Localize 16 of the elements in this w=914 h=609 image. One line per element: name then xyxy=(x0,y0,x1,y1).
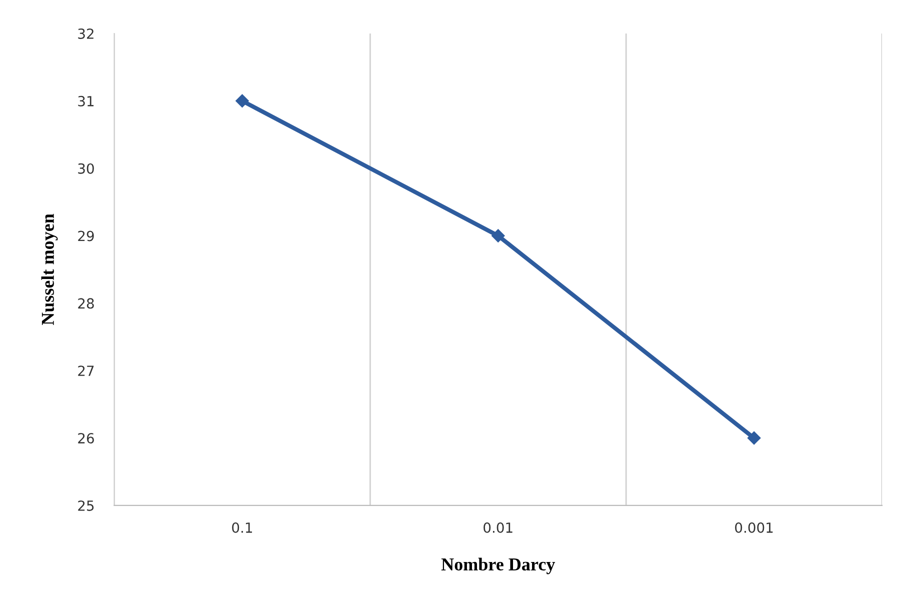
y-tick-label: 29 xyxy=(78,230,94,242)
y-tick-label: 26 xyxy=(78,433,94,444)
point xyxy=(492,229,505,242)
y-axis-title: Nusselt moyen xyxy=(41,214,58,326)
y-tick-label: 27 xyxy=(78,366,94,376)
x-axis-title: Nombre Darcy xyxy=(441,558,556,574)
y-tick-label: 32 xyxy=(78,28,94,39)
y-tick-label: 28 xyxy=(78,298,94,309)
y-tick-label: 30 xyxy=(78,163,94,174)
point xyxy=(236,94,249,108)
x-tick-label: 0.1 xyxy=(232,522,252,533)
x-tick-label: 0.001 xyxy=(735,522,773,533)
point xyxy=(747,431,761,445)
y-tick-label: 25 xyxy=(78,500,94,511)
x-tick-label: 0.01 xyxy=(484,522,512,533)
y-tick-label: 31 xyxy=(78,96,94,106)
